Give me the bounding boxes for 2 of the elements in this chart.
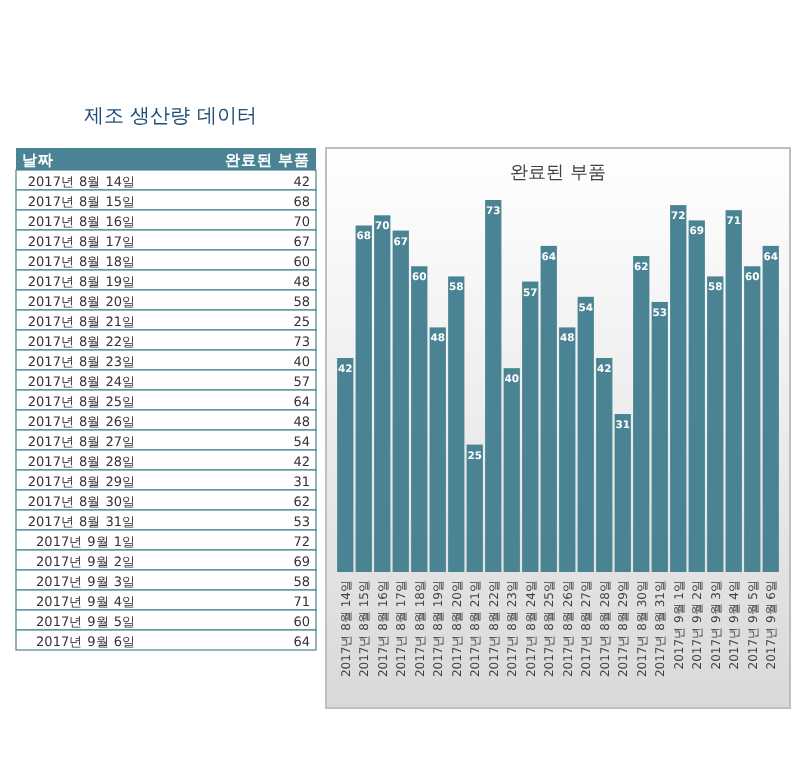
text: 제조 생산량 데이터 [84,106,257,128]
chart-title: 완료된 부품 [510,164,606,184]
